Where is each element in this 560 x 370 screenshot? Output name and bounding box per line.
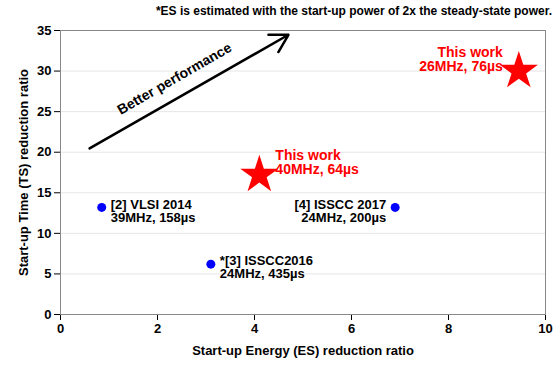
svg-text:6: 6 (348, 321, 355, 336)
svg-text:0: 0 (44, 307, 51, 322)
svg-text:This work40MHz, 64µs: This work40MHz, 64µs (275, 147, 359, 177)
svg-text:8: 8 (445, 321, 452, 336)
svg-text:Start-up Time (TS) reduction r: Start-up Time (TS) reduction ratio (16, 69, 31, 276)
svg-text:20: 20 (37, 144, 51, 159)
svg-text:2: 2 (154, 321, 161, 336)
svg-text:10: 10 (538, 321, 552, 336)
svg-text:15: 15 (37, 185, 51, 200)
svg-text:0: 0 (57, 321, 64, 336)
svg-text:Better performance: Better performance (114, 39, 234, 118)
svg-text:10: 10 (37, 226, 51, 241)
svg-text:[2] VLSI 201439MHz, 158µs: [2] VLSI 201439MHz, 158µs (111, 197, 196, 225)
svg-text:Start-up Energy (ES) reduction: Start-up Energy (ES) reduction ratio (192, 343, 414, 358)
svg-text:[4] ISSCC 201724MHz, 200µs: [4] ISSCC 201724MHz, 200µs (294, 197, 386, 225)
svg-text:5: 5 (44, 266, 51, 281)
svg-text:4: 4 (251, 321, 259, 336)
svg-text:This work26MHz, 76µs: This work26MHz, 76µs (419, 44, 503, 74)
svg-text:25: 25 (37, 104, 51, 119)
svg-text:35: 35 (37, 23, 51, 38)
svg-text:30: 30 (37, 63, 51, 78)
html-text:*ES is estimated with the star: *ES is estimated with the start-up power… (155, 4, 552, 18)
svg-text:*[3] ISSCC201624MHz, 435µs: *[3] ISSCC201624MHz, 435µs (220, 253, 313, 281)
